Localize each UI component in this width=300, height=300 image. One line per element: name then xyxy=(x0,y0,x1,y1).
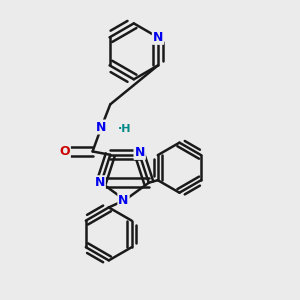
Text: ·H: ·H xyxy=(118,124,131,134)
Text: O: O xyxy=(59,145,70,158)
Text: N: N xyxy=(153,31,163,44)
Text: N: N xyxy=(94,176,105,189)
Text: N: N xyxy=(96,121,106,134)
Text: N: N xyxy=(134,146,145,159)
Text: N: N xyxy=(118,194,129,207)
